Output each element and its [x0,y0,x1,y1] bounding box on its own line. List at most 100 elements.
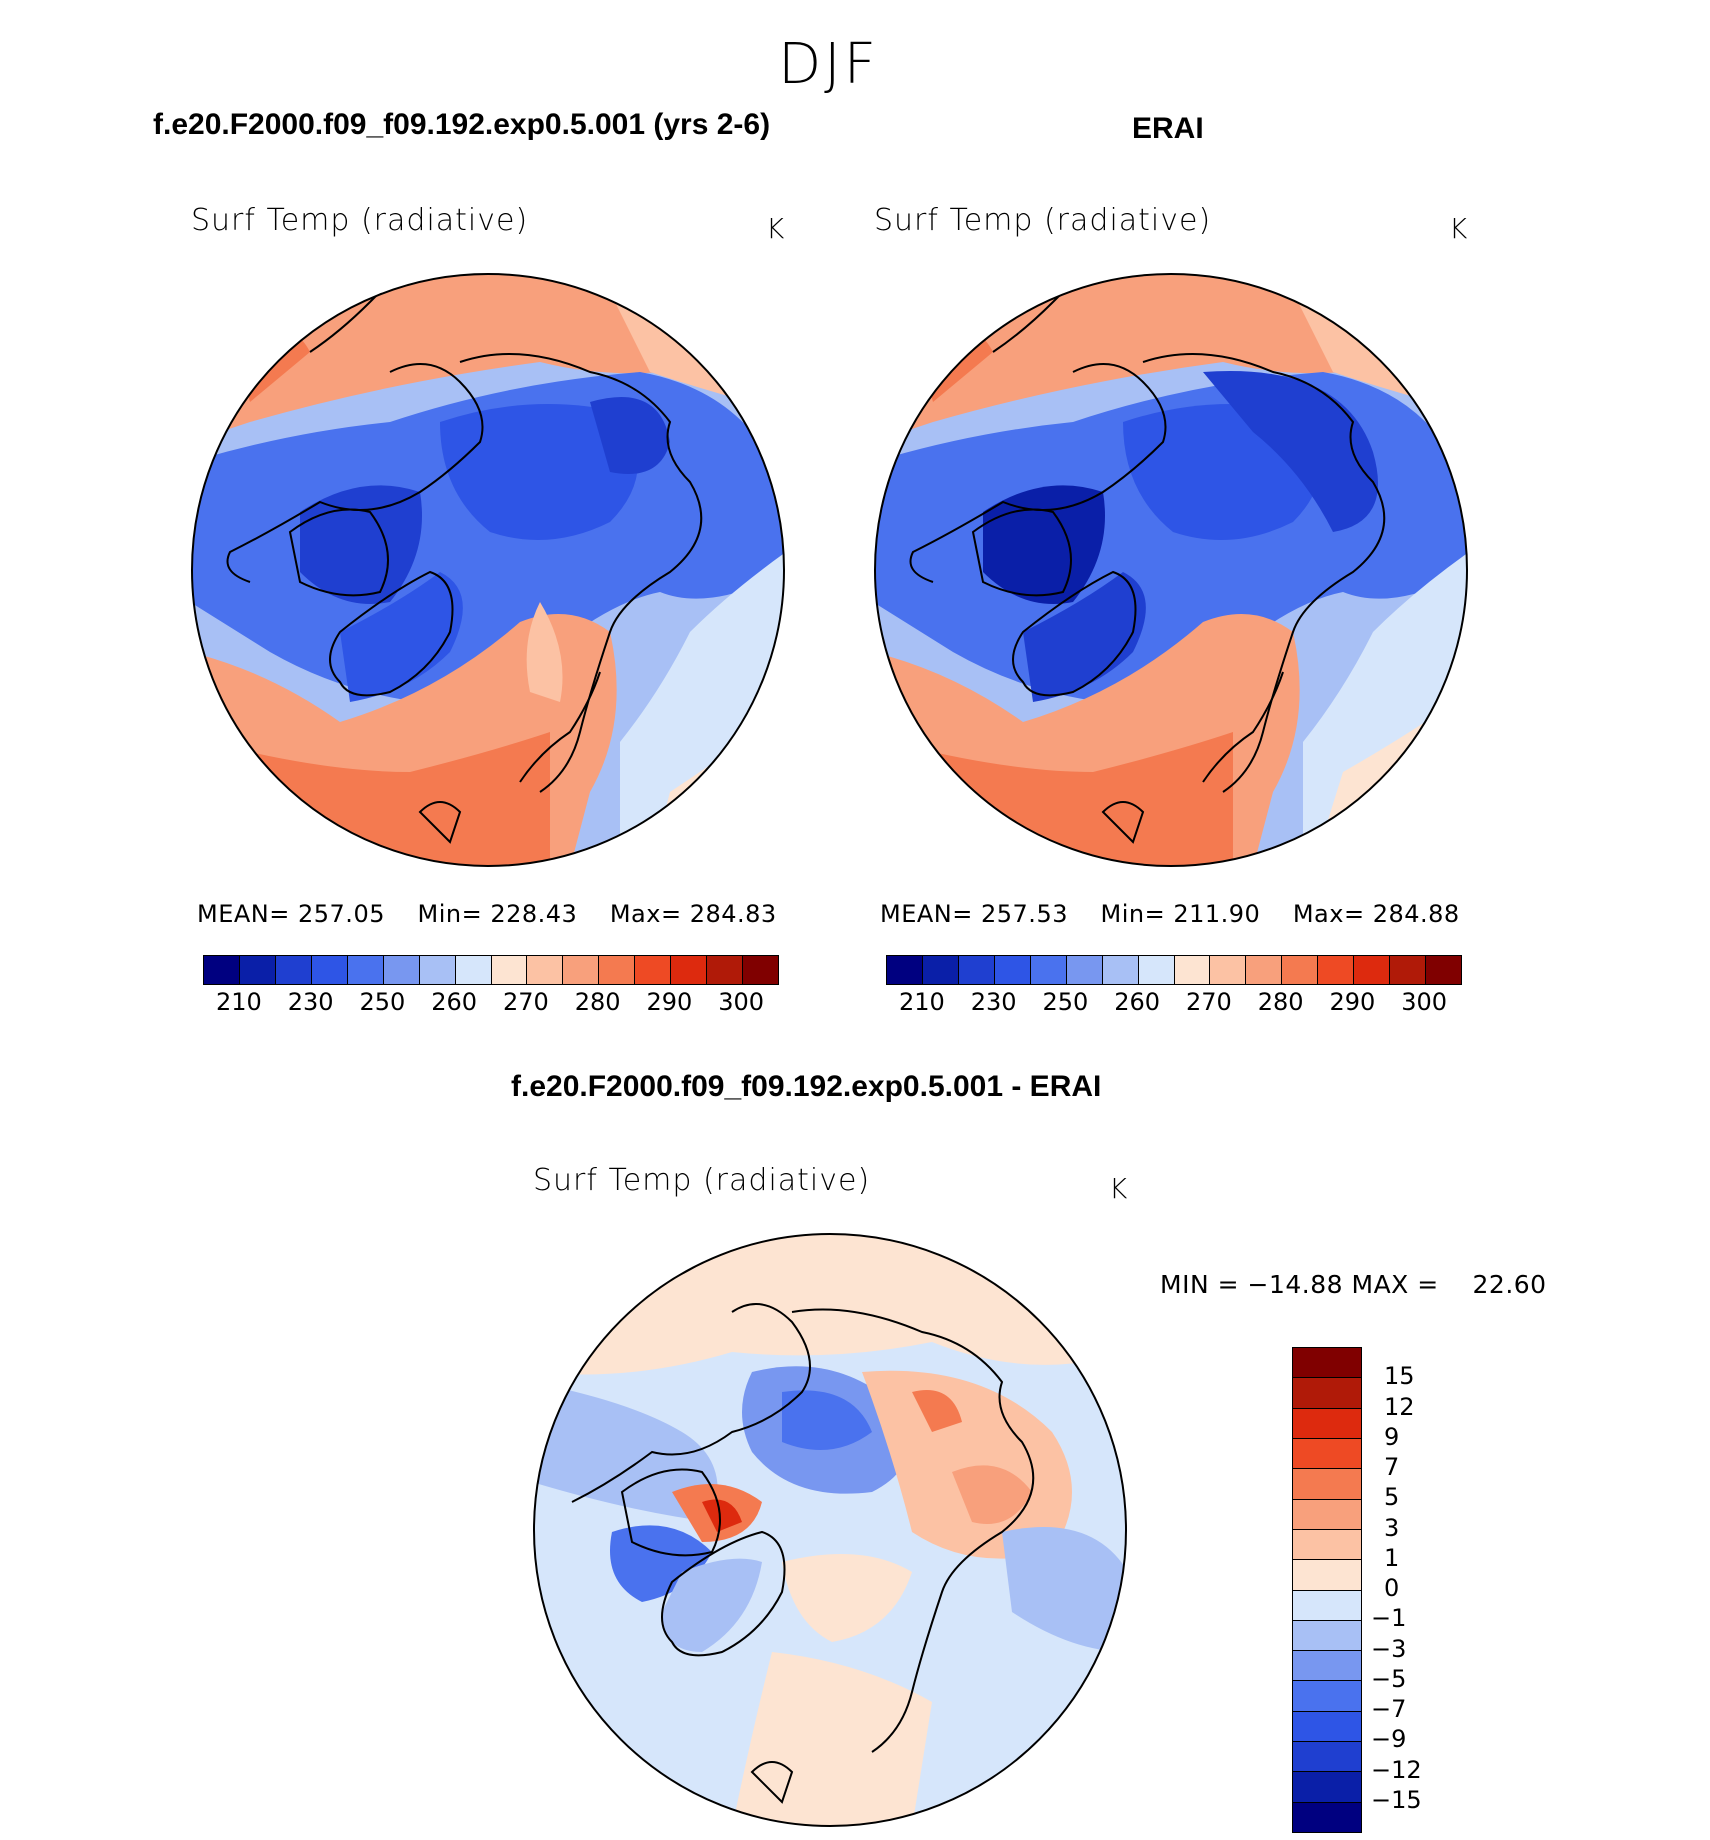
max-value: 284.88 [1372,900,1460,928]
max-label: MAX [1351,1270,1409,1299]
colorbar-swatch [1293,1620,1361,1652]
region-archipelago-hotspot [702,1499,742,1532]
panel-1-units: K [766,212,785,245]
colorbar-swatch [1293,1711,1361,1743]
colorbar-swatch [1293,1681,1361,1712]
colorbar-tick-label: 300 [718,988,765,1016]
region-siberia-hotspot [912,1390,962,1432]
colorbar-swatch [1293,1438,1361,1470]
colorbar-swatch [743,956,778,984]
colorbar-tick-label: 230 [287,988,334,1016]
max-value: 284.83 [689,900,777,928]
coastlines [226,281,751,844]
colorbar-tick-label: 270 [502,988,549,1016]
colorbar-swatch [239,956,276,984]
min-value: 228.43 [490,900,578,928]
colorbar-swatch [922,956,959,984]
colorbar-swatch [204,956,240,984]
colorbar-tick-label: 250 [1042,988,1089,1016]
colorbar-swatch [419,956,456,984]
colorbar-model [203,955,779,985]
region-siberia-warmer [952,1465,1032,1524]
colorbar-tick-label: −12 [1371,1755,1422,1784]
colorbar-tick-label: 12 [1384,1392,1415,1421]
colorbar-swatch [887,956,923,984]
season-title: DJF [778,32,879,97]
colorbar-swatch [958,956,995,984]
region-central-arctic-negative [782,1390,872,1450]
region-canadian-archipelago [300,485,422,604]
colorbar-swatch [671,956,708,984]
panel-1-case-title: f.e20.F2000.f09_f09.192.exp0.5.001 (yrs … [153,108,771,141]
panel-2-plot-title: Surf Temp (radiative) [874,203,1212,238]
min-label: Min= [417,900,483,928]
colorbar-swatch [1293,1651,1361,1682]
polar-map-erai [874,273,1468,867]
map-border [191,273,785,867]
colorbar-tick-label: 210 [215,988,262,1016]
colorbar-swatch [347,956,384,984]
mean-label: MEAN= [197,900,290,928]
colorbar-swatch [383,956,420,984]
min-label: MIN [1160,1270,1210,1299]
colorbar-swatch [707,956,744,984]
colorbar-swatch [491,956,528,984]
colorbar-swatch [1102,956,1139,984]
colorbar-swatch [1318,956,1355,984]
colorbar-swatch [1293,1469,1361,1500]
colorbar-tick-label: 260 [1114,988,1161,1016]
panel-2-units: K [1449,212,1468,245]
mean-value: 257.53 [981,900,1068,928]
colorbar-tick-label: −5 [1371,1664,1407,1693]
colorbar-tick-label: −7 [1371,1695,1407,1723]
colorbar-tick-label: 270 [1185,988,1232,1016]
region-negative-anomaly-west [534,1382,718,1522]
colorbar-swatch [1030,956,1067,984]
colorbar-swatch [1293,1408,1361,1439]
map-border [874,273,1468,867]
region-siberia-positive [862,1370,1072,1559]
colorbar-swatch [599,956,636,984]
max-label: Max= [1292,900,1365,928]
colorbar-tick-label: −1 [1371,1604,1407,1633]
colorbar-swatch [1390,956,1427,984]
colorbar-swatch [1354,956,1391,984]
colorbar-swatch [563,956,600,984]
colorbar-tick-label: −9 [1371,1725,1407,1754]
colorbar-tick-label: 260 [431,988,478,1016]
colorbar-swatch [1174,956,1211,984]
colorbar-swatch [1293,1772,1361,1803]
region-europe-anomaly [732,1652,932,1826]
colorbar-swatch [1282,956,1319,984]
coastlines [571,1261,1083,1804]
region-atlantic-anomaly [782,1554,912,1642]
max-label: Max= [609,900,682,928]
diff-case-title: f.e20.F2000.f09_f09.192.exp0.5.001 - ERA… [511,1070,1102,1103]
colorbar-tick-label: 1 [1384,1543,1400,1572]
colorbar-tick-label: 3 [1384,1513,1400,1542]
colorbar-tick-label: 250 [359,988,406,1016]
mean-label: MEAN= [880,900,973,928]
map-border [533,1233,1127,1827]
colorbar-swatch [635,956,672,984]
region-central-arctic [440,404,638,540]
colorbar-swatch [1246,956,1283,984]
panel-2-stats: MEAN= 257.53 Min= 211.90 Max= 284.88 [880,900,1460,928]
region-greenland [1023,572,1146,702]
panel-1-plot-title: Surf Temp (radiative) [191,203,529,238]
panel-2-case-title: ERAI [1132,112,1204,145]
colorbar-swatch [1293,1560,1361,1591]
region-greenland-anomaly [662,1558,762,1652]
colorbar-tick-label: 280 [574,988,621,1016]
colorbar-swatch [1293,1378,1361,1409]
colorbar-tick-label: 210 [898,988,945,1016]
diff-units: K [1109,1172,1128,1205]
colorbar-swatch [275,956,312,984]
colorbar-swatch [1293,1348,1361,1379]
polar-map-difference [533,1233,1127,1827]
region-greenland [340,572,463,702]
min-value: 211.90 [1173,900,1261,928]
colorbar-erai [886,955,1462,985]
region-pacific-anomaly [534,1234,1126,1375]
panel-1-stats: MEAN= 257.05 Min= 228.43 Max= 284.83 [197,900,777,928]
